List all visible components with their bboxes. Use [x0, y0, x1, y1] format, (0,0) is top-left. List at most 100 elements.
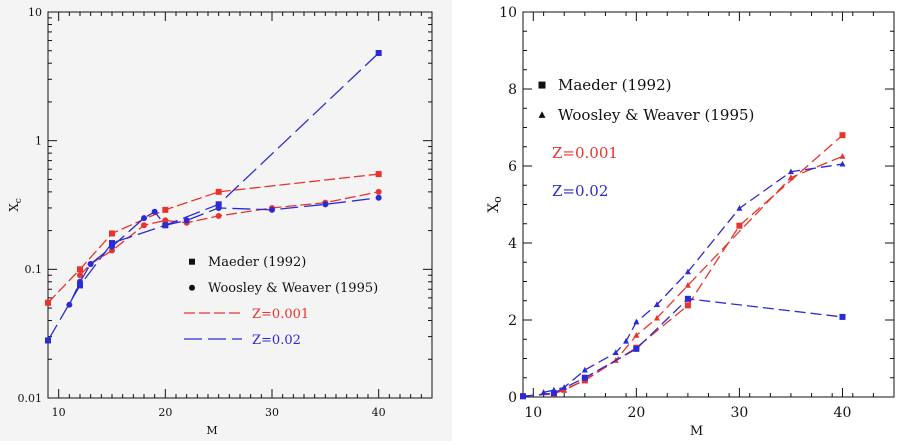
- chart0-y-tick-label: 0.1: [25, 263, 43, 276]
- chart0-series-0-point: [215, 188, 222, 195]
- chart0-series-2-point: [45, 337, 51, 344]
- chart1-y-tick-label: 0: [508, 390, 517, 406]
- chart1-legend-text-label: Z=0.02: [552, 182, 608, 200]
- chart0-x-tick-label: 20: [158, 406, 172, 419]
- chart0-legend-label: Maeder (1992): [208, 255, 306, 270]
- chart0-x-tick-label: 40: [372, 406, 386, 419]
- chart0-series-3-point: [109, 243, 115, 250]
- chart1-series-3-point: [787, 168, 794, 175]
- chart1-series-2-point: [550, 390, 557, 397]
- chart0-legend-label: Woosley & Weaver (1995): [208, 281, 378, 296]
- chart0-series-3-point: [141, 215, 147, 222]
- chart1-series-2-point: [633, 345, 640, 352]
- chart0-series-2-line: [47, 52, 380, 341]
- chart1-series-1-point: [633, 332, 640, 338]
- chart0-series-2-point: [215, 201, 222, 208]
- chart1-series-1-point: [561, 387, 568, 393]
- chart0-series-0-point: [162, 206, 169, 213]
- right-chart-panel: 10 20 30 40 0 2 4 6 8 10 M Xo Maeder (1992) Woosley &…: [452, 0, 904, 441]
- chart1-series-1-point: [787, 174, 794, 180]
- chart0-series-3-point: [77, 278, 83, 285]
- chart0-series-2-point: [375, 50, 382, 57]
- chart0-y-tick-label: 1: [35, 135, 42, 148]
- left-chart-panel: 10 20 30 40 0.01 0.1 1 10 M Xc Maeder (1992) Woosle…: [0, 0, 452, 441]
- chart1-legend-label: Maeder (1992): [558, 76, 671, 94]
- chart0-series-3-point: [162, 222, 169, 229]
- chart1-x-axis-label: M: [690, 424, 703, 439]
- chart1-series-3-point: [561, 384, 568, 390]
- chart1-y-tick-label: 2: [508, 313, 517, 329]
- chart1-series-3-point: [633, 318, 640, 325]
- chart0-legend-marker-circle: [189, 284, 195, 291]
- chart1-y-axis-label: Xo: [486, 196, 504, 213]
- chart0-series-3-line: [68, 197, 379, 306]
- chart1-legend-label: Woosley & Weaver (1995): [558, 106, 754, 124]
- chart1-y-tick-label: 4: [508, 236, 517, 252]
- chart0-series-0-point: [109, 230, 115, 237]
- chart1-x-tick-label: 10: [524, 405, 542, 421]
- chart0-legend-line-label: Z=0.02: [252, 333, 301, 348]
- chart0-legend-marker-square: [189, 258, 195, 265]
- chart1-legend-marker-triangle: [538, 111, 546, 118]
- chart1-legend-text-label: Z=0.001: [552, 144, 618, 162]
- chart1-series-2-line: [522, 298, 843, 397]
- chart0-y-tick-label: 0.01: [18, 392, 43, 405]
- chart0-series-3-point: [375, 194, 382, 201]
- chart0-series-0-point: [375, 171, 382, 178]
- chart0-y-tick-label: 10: [28, 6, 42, 19]
- chart0-series-3-point: [183, 217, 190, 224]
- chart0-series-3-point: [87, 261, 94, 268]
- chart0-series-3-point: [151, 208, 158, 215]
- chart0-series-1-point: [141, 222, 147, 229]
- chart1-series-0-point: [736, 222, 743, 229]
- left-chart: 10 20 30 40 0.01 0.1 1 10 M Xc Maeder (1992) Woosle…: [7, 6, 433, 437]
- chart1-series-3-point: [623, 337, 630, 344]
- chart1-y-tick-label: 6: [508, 159, 517, 175]
- right-chart: 10 20 30 40 0 2 4 6 8 10 M Xo Maeder (1992) Woosley &…: [486, 5, 895, 439]
- chart1-x-tick-label: 40: [834, 405, 852, 421]
- chart0-series-0-point: [45, 299, 51, 306]
- chart1-series-1-point: [839, 153, 846, 159]
- chart0-series-3-point: [269, 206, 275, 213]
- chart0-series-2-point: [77, 282, 83, 289]
- chart0-series-2-point: [109, 240, 115, 247]
- chart0-y-axis-label: Xc: [7, 198, 24, 212]
- chart1-series-2-point: [581, 374, 588, 381]
- chart1-series-0-point: [684, 302, 691, 309]
- chart1-series-3-point: [736, 205, 743, 211]
- chart0-x-axis-label: M: [206, 424, 217, 437]
- chart1-series-3-point: [653, 301, 660, 307]
- chart0-series-1-point: [215, 212, 222, 219]
- chart0-series-1-point: [162, 217, 169, 224]
- chart1-series-3-point: [684, 268, 691, 275]
- chart1-series-2-point: [839, 313, 846, 320]
- chart1-series-2-point: [520, 393, 526, 400]
- chart1-series-3-point: [540, 389, 547, 395]
- chart1-series-1-point: [684, 282, 691, 288]
- chart0-series-3-point: [215, 204, 222, 211]
- chart1-x-tick-label: 20: [627, 405, 645, 421]
- chart1-plot-frame: [522, 11, 895, 398]
- chart1-series-3-point: [550, 386, 557, 393]
- chart1-series-2-point: [684, 295, 691, 302]
- chart0-series-1-point: [77, 272, 83, 279]
- chart1-series-3-point: [581, 366, 588, 373]
- chart1-series-0-line: [522, 134, 843, 397]
- chart0-series-3-point: [322, 201, 329, 208]
- chart0-x-tick-label: 10: [52, 406, 66, 419]
- chart1-series-3-point: [839, 160, 846, 167]
- chart1-legend-marker-square: [538, 81, 546, 89]
- chart1-series-3-point: [612, 349, 619, 356]
- chart1-x-tick-label: 30: [731, 405, 749, 421]
- chart1-y-tick-label: 10: [499, 5, 517, 21]
- chart0-series-1-point: [375, 188, 382, 195]
- chart0-plot-frame: [47, 11, 433, 399]
- chart0-series-0-line: [47, 173, 379, 304]
- chart1-series-0-point: [839, 132, 846, 139]
- chart1-y-tick-label: 8: [508, 82, 517, 98]
- chart0-series-3-point: [66, 301, 73, 308]
- chart0-legend-line-label: Z=0.001: [252, 307, 309, 322]
- chart1-series-1-point: [653, 314, 660, 321]
- chart0-x-tick-label: 30: [265, 406, 279, 419]
